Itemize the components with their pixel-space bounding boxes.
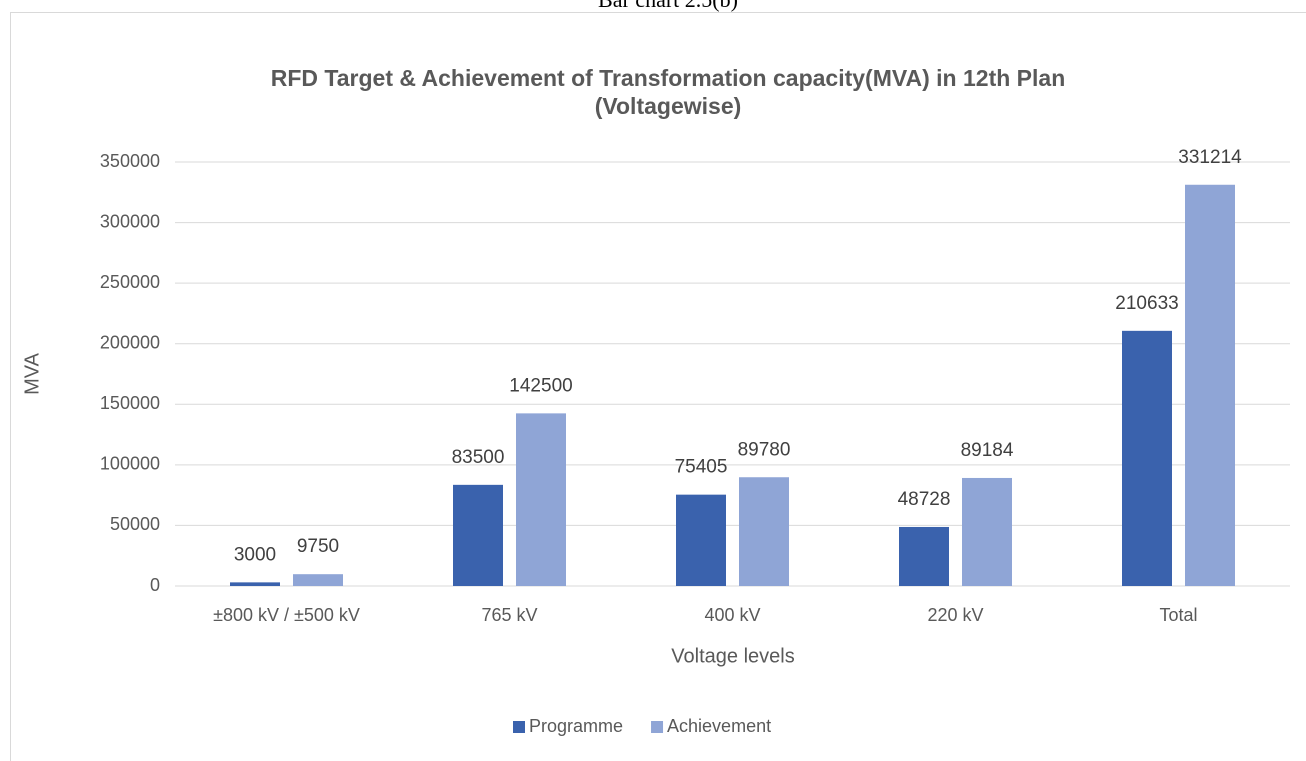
bar: [453, 484, 503, 586]
x-tick-label: ±800 kV / ±500 kV: [213, 605, 360, 625]
bar: [962, 477, 1012, 586]
legend-swatch: [651, 721, 664, 733]
data-label: 9750: [297, 536, 339, 557]
legend-label: Achievement: [667, 716, 771, 736]
y-tick-label: 350000: [100, 151, 160, 171]
y-axis-title: MVA: [21, 352, 43, 395]
bar: [516, 413, 566, 586]
data-label: 89184: [961, 440, 1014, 461]
data-label: 210633: [1115, 293, 1178, 314]
bar: [230, 582, 280, 586]
y-tick-label: 250000: [100, 272, 160, 292]
bar: [293, 574, 343, 586]
y-tick-label: 300000: [100, 211, 160, 231]
y-tick-label: 0: [150, 575, 160, 595]
data-label: 331214: [1178, 147, 1242, 168]
x-tick-label: 220 kV: [927, 605, 983, 625]
bar: [1185, 184, 1235, 586]
data-label: 142500: [509, 375, 572, 396]
bar: [899, 526, 949, 586]
y-tick-label: 150000: [100, 393, 160, 413]
caption: Bar chart 2.5(b): [598, 0, 738, 12]
data-label: 48728: [898, 489, 951, 510]
x-tick-label: 400 kV: [704, 605, 760, 625]
y-tick-label: 200000: [100, 332, 160, 352]
x-tick-label: 765 kV: [481, 605, 537, 625]
chart-title: RFD Target & Achievement of Transformati…: [271, 65, 1066, 91]
chart-title: (Voltagewise): [595, 93, 742, 119]
legend-swatch: [513, 721, 525, 733]
data-label: 75405: [675, 457, 728, 478]
data-label: 89780: [738, 439, 791, 460]
data-label: 3000: [234, 544, 276, 565]
y-tick-label: 100000: [100, 454, 160, 474]
bar: [1122, 330, 1172, 586]
x-tick-label: Total: [1159, 605, 1197, 625]
bar: [739, 477, 789, 586]
chart-border: [10, 12, 1306, 761]
legend-label: Programme: [529, 716, 623, 736]
bar: [676, 494, 726, 586]
x-axis-title: Voltage levels: [671, 645, 794, 667]
data-label: 83500: [452, 447, 505, 468]
y-tick-label: 50000: [110, 514, 160, 534]
